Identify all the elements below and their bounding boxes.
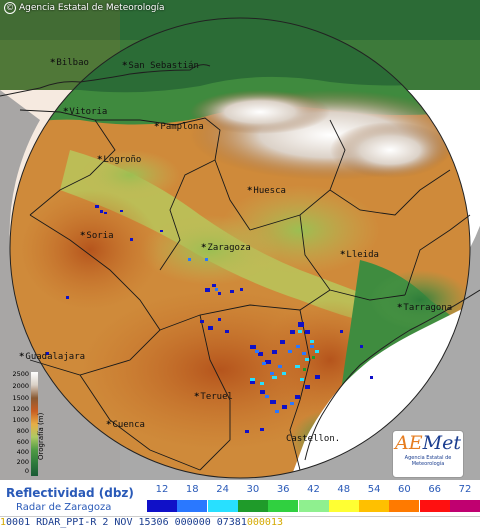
legend-bin-swatch — [147, 500, 177, 512]
legend-bin-swatch — [177, 500, 208, 512]
legend-bin: 72 — [450, 484, 480, 512]
aemet-logo-subtitle: Agencia Estatal de Meteorología — [404, 455, 452, 467]
orography-tick: 0 — [24, 467, 29, 475]
legend-bin-label: 24 — [216, 484, 229, 495]
orography-color-bar — [31, 372, 38, 476]
legend-bin-swatch — [328, 500, 359, 512]
city-label-bilbao[interactable]: *Bilbao — [50, 58, 89, 68]
orography-tick: 1200 — [12, 405, 29, 413]
legend-bin: 54 — [359, 484, 390, 512]
copyright-icon: © — [4, 2, 16, 14]
legend-bin-label: 66 — [428, 484, 442, 495]
radar-map[interactable]: © Agencia Estatal de Meteorología *Bilbao… — [0, 0, 480, 480]
status-text: 0001 RDAR_PPI-R 2 NOV 15306 000000 07381 — [6, 517, 247, 528]
orography-tick: 1000 — [12, 416, 29, 424]
orography-label: Orografía (m) — [37, 412, 45, 460]
legend-bin-label: 60 — [398, 484, 411, 495]
legend-subtitle: Radar de Zaragoza — [16, 502, 112, 513]
aemet-logo: AEMet Agencia Estatal de Meteorología — [392, 430, 464, 478]
legend-bin-label: 48 — [337, 484, 351, 495]
legend-bin-label: 54 — [367, 484, 381, 495]
aemet-logo-mark: AEMet — [395, 432, 461, 454]
legend-bin: 12 — [147, 484, 177, 512]
legend-bin-label: 36 — [276, 484, 290, 495]
city-label-logrono[interactable]: *Logroño — [97, 155, 142, 165]
agency-credit: © Agencia Estatal de Meteorología — [4, 2, 165, 14]
city-label-cuenca[interactable]: *Cuenca — [106, 420, 145, 430]
legend-bin-label: 72 — [458, 484, 472, 495]
legend-title: Reflectividad (dbz) — [6, 486, 134, 500]
legend-bin: 18 — [177, 484, 208, 512]
legend-bin: 48 — [328, 484, 359, 512]
status-frame-index: 1 — [0, 517, 7, 528]
city-label-vitoria[interactable]: *Vitoria — [63, 107, 108, 117]
city-label-soria[interactable]: *Soria — [80, 231, 114, 241]
legend-bin-swatch — [450, 500, 480, 512]
legend-bin: 60 — [389, 484, 420, 512]
status-tail: 000013 — [246, 517, 283, 528]
status-bar: 10001 RDAR_PPI-R 2 NOV 15306 000000 0738… — [0, 516, 480, 531]
legend-bin-swatch — [268, 500, 299, 512]
legend-bin-swatch — [237, 500, 268, 512]
orography-tick: 200 — [16, 458, 29, 466]
orography-scale: 2500 2000 1500 1200 1000 800 600 400 200… — [3, 370, 43, 476]
legend-bin: 30 — [237, 484, 268, 512]
legend-bin-label: 18 — [185, 484, 199, 495]
legend-bin-label: 42 — [307, 484, 320, 495]
legend-bin: 24 — [207, 484, 238, 512]
orography-tick: 400 — [16, 448, 29, 456]
legend-bin-swatch — [207, 500, 238, 512]
city-label-zaragoza[interactable]: *Zaragoza — [201, 243, 251, 253]
legend-bin: 66 — [419, 484, 450, 512]
legend-bin-swatch — [359, 500, 390, 512]
radar-echo-layer — [46, 205, 373, 433]
orography-tick: 1500 — [12, 394, 29, 402]
city-label-castellon[interactable]: Castellon. — [286, 434, 341, 444]
legend-bin-label: 30 — [246, 484, 260, 495]
orography-tick: 2500 — [12, 370, 29, 378]
legend-bin: 36 — [268, 484, 299, 512]
city-label-teruel[interactable]: *Teruel — [194, 392, 233, 402]
agency-name: Agencia Estatal de Meteorología — [19, 3, 165, 13]
city-label-lleida[interactable]: *Lleida — [340, 250, 379, 260]
legend-bin: 42 — [298, 484, 329, 512]
reflectivity-legend: Reflectividad (dbz) Radar de Zaragoza 12… — [0, 482, 480, 516]
orography-tick: 800 — [16, 427, 29, 435]
legend-bin-swatch — [298, 500, 329, 512]
city-label-tarragona[interactable]: *Tarragona — [397, 303, 453, 313]
legend-bin-swatch — [419, 500, 450, 512]
terrain-layer — [0, 0, 480, 480]
legend-bin-swatch — [389, 500, 420, 512]
city-label-huesca[interactable]: *Huesca — [247, 186, 286, 196]
city-label-pamplona[interactable]: *Pamplona — [154, 122, 204, 132]
orography-tick: 2000 — [12, 382, 29, 390]
city-label-guadalajara[interactable]: *Guadalajara — [19, 352, 86, 362]
orography-tick: 600 — [16, 438, 29, 446]
city-label-san-sebastian[interactable]: *San Sebastián — [122, 61, 199, 71]
legend-bin-label: 12 — [155, 484, 169, 495]
